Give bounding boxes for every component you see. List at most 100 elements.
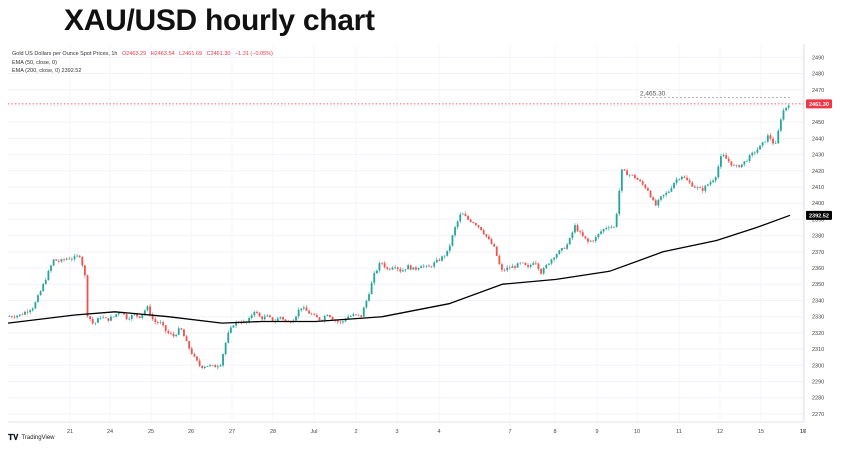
- candle-body: [125, 314, 128, 320]
- candle-body: [44, 280, 47, 284]
- candle-body: [370, 282, 373, 295]
- candle-body: [714, 177, 717, 181]
- candle-body: [50, 265, 52, 271]
- x-tick-label: 2: [354, 429, 357, 435]
- candle-body: [589, 240, 592, 242]
- candle-body: [774, 143, 777, 144]
- candle-body: [110, 316, 112, 321]
- x-tick-label: 21: [67, 429, 73, 435]
- candle-body: [579, 231, 582, 233]
- candle-body: [352, 314, 355, 316]
- candle-body: [164, 325, 167, 332]
- candle-body: [349, 315, 352, 317]
- candle-body: [29, 310, 32, 313]
- candle-body: [227, 332, 230, 343]
- candle-body: [678, 179, 681, 180]
- candle-body: [430, 266, 433, 268]
- candle-body: [201, 365, 204, 368]
- candle-body: [735, 165, 738, 166]
- candle-body: [503, 269, 506, 271]
- candle-body: [438, 259, 441, 261]
- legend-ema50: EMA (50, close, 0): [12, 59, 57, 66]
- candle-body: [170, 333, 172, 334]
- candle-body: [652, 197, 655, 201]
- y-tick-label: 2360: [812, 266, 824, 272]
- candle-body: [263, 316, 266, 320]
- candle-body: [488, 236, 490, 240]
- candle-body: [240, 322, 243, 324]
- y-tick-label: 2450: [812, 120, 824, 126]
- candle-body: [261, 316, 264, 320]
- candle-body: [94, 322, 97, 324]
- x-tick-label: 3: [395, 429, 398, 435]
- y-tick-label: 2280: [812, 396, 824, 402]
- candle-body: [613, 226, 615, 228]
- candle-body: [224, 342, 227, 355]
- candle-body: [550, 259, 553, 264]
- candle-body: [115, 314, 118, 317]
- candle-body: [446, 250, 449, 256]
- candle-body: [673, 182, 675, 189]
- candle-body: [435, 259, 438, 263]
- y-tick-label: 2420: [812, 169, 824, 175]
- candle-body: [117, 312, 120, 315]
- candle-body: [149, 306, 151, 315]
- candle-body: [417, 267, 420, 270]
- candle-body: [407, 265, 410, 270]
- candle-body: [282, 317, 284, 320]
- y-tick-label: 2440: [812, 136, 824, 142]
- candle-body: [712, 180, 715, 183]
- candle-body: [693, 186, 696, 188]
- candle-body: [605, 228, 608, 230]
- candle-body: [156, 322, 159, 323]
- candle-body: [443, 255, 446, 257]
- y-tick-label: 2270: [812, 412, 824, 418]
- candle-body: [409, 265, 412, 270]
- candle-body: [524, 262, 527, 266]
- candle-body: [219, 365, 222, 367]
- candle-body: [310, 313, 313, 315]
- x-tick-label: Jul: [310, 429, 317, 435]
- y-tick-label: 2290: [812, 379, 824, 385]
- candle-body: [597, 233, 600, 237]
- candle-body: [57, 260, 60, 262]
- legend-change: −1.31 (−0.05%): [234, 51, 273, 57]
- y-tick-label: 2470: [812, 88, 824, 94]
- candle-body: [566, 244, 569, 249]
- candle-body: [428, 265, 430, 267]
- y-tick-label: 2340: [812, 298, 824, 304]
- candle-body: [63, 259, 65, 260]
- candle-body: [594, 236, 597, 241]
- candle-body: [717, 166, 720, 178]
- candle-body: [688, 180, 691, 183]
- candle-body: [506, 267, 509, 271]
- candle-body: [329, 315, 331, 318]
- candle-body: [297, 309, 300, 317]
- candle-body: [295, 316, 297, 321]
- candle-body: [342, 321, 344, 323]
- candle-body: [480, 227, 483, 231]
- candle-body: [331, 317, 334, 320]
- candle-body: [375, 270, 378, 274]
- candle-body: [662, 194, 665, 197]
- candle-body: [289, 321, 292, 323]
- x-tick-label: 16: [800, 429, 806, 435]
- x-tick-label: 9: [595, 429, 598, 435]
- ema200-line: [7, 214, 791, 324]
- tradingview-logo[interactable]: 𝐓𝐕 TradingView: [8, 433, 55, 443]
- price-chart[interactable]: 2,465.30 2270228022902300231023202330234…: [0, 44, 841, 470]
- candle-body: [532, 263, 535, 265]
- candle-body: [253, 311, 256, 316]
- candle-body: [193, 354, 196, 357]
- candle-body: [727, 158, 730, 162]
- candle-body: [675, 179, 678, 183]
- x-tick-label: 25: [148, 429, 154, 435]
- candle-body: [639, 179, 642, 182]
- candle-body: [97, 318, 99, 323]
- candle-body: [10, 316, 13, 317]
- candle-body: [396, 267, 399, 269]
- x-tick-label: 27: [229, 429, 235, 435]
- candle-body: [159, 322, 162, 323]
- candle-body: [123, 312, 125, 315]
- candle-body: [686, 177, 688, 181]
